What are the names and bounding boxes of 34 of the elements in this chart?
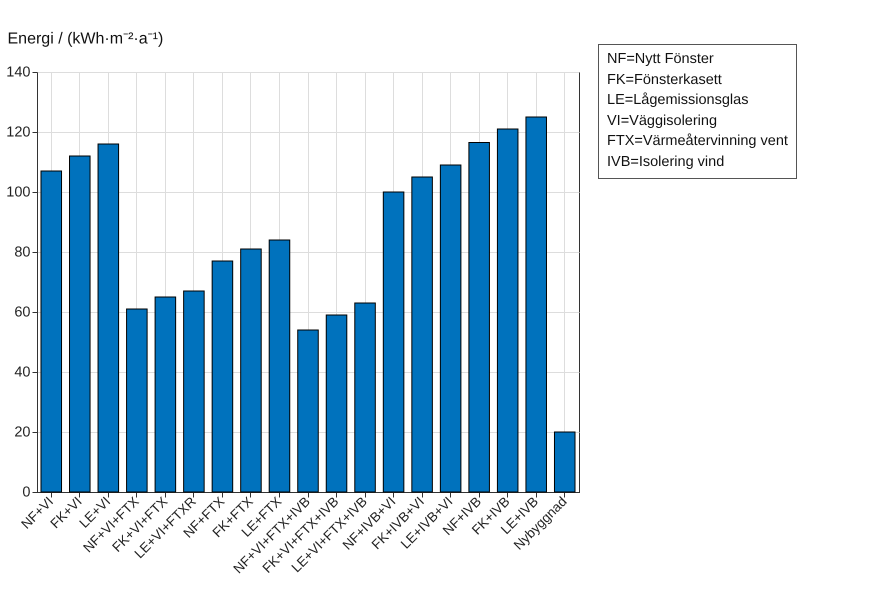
bar bbox=[69, 156, 91, 492]
bar bbox=[411, 176, 433, 492]
bar bbox=[240, 248, 262, 492]
bar bbox=[382, 192, 404, 492]
y-tick-label: 120 bbox=[6, 124, 30, 140]
bar bbox=[468, 142, 490, 492]
bar bbox=[98, 144, 120, 492]
y-tick-label: 100 bbox=[6, 184, 30, 200]
bar bbox=[326, 314, 348, 492]
bar bbox=[154, 296, 176, 492]
bar bbox=[126, 308, 148, 492]
y-tick-label: 80 bbox=[14, 244, 30, 260]
text: FTX=Värmeåtervinning vent bbox=[607, 132, 788, 151]
y-tick-label: 60 bbox=[14, 304, 30, 320]
y-axis-title: Energi / (kWh·m⁻²·a⁻¹) bbox=[8, 30, 164, 48]
bar bbox=[183, 290, 205, 492]
y-tick-label: 140 bbox=[6, 64, 30, 80]
bar bbox=[40, 170, 62, 492]
bar bbox=[354, 302, 376, 492]
text: NF=Nytt Fönster bbox=[607, 50, 715, 69]
text: VI=Väggisolering bbox=[607, 112, 718, 130]
bar bbox=[554, 432, 576, 492]
text: FK=Fönsterkasett bbox=[607, 70, 723, 90]
bar bbox=[268, 240, 290, 492]
bar bbox=[525, 116, 547, 492]
bar bbox=[297, 330, 319, 492]
bar bbox=[440, 164, 462, 492]
y-tick-label: 0 bbox=[22, 484, 30, 500]
bar bbox=[496, 128, 518, 492]
y-tick-label: 40 bbox=[14, 364, 30, 380]
text: LE=Lågemissionsglas bbox=[607, 91, 750, 110]
y-tick-label: 20 bbox=[14, 424, 30, 440]
bar bbox=[212, 260, 234, 492]
text: IVB=Isolering vind bbox=[607, 152, 726, 172]
